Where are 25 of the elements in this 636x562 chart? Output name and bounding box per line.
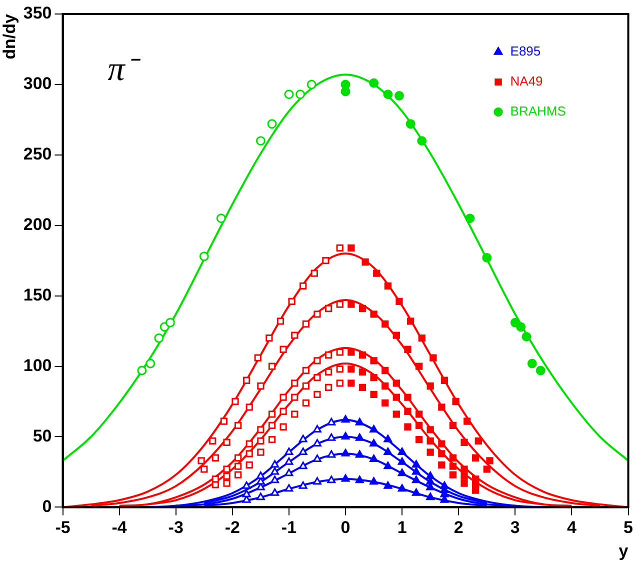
y-tick-label: 150	[23, 286, 52, 305]
y-axis-title: dn/dy	[0, 13, 19, 60]
legend-label: NA49	[510, 74, 543, 89]
y-tick-label: 200	[23, 215, 52, 234]
x-tick-label: -1	[281, 518, 297, 538]
x-tick-label: 2	[454, 518, 464, 538]
x-tick-label: -2	[224, 518, 240, 538]
x-tick-label: -3	[168, 518, 184, 538]
y-tick-label: 100	[23, 356, 52, 375]
legend-label: E895	[510, 44, 541, 59]
x-tick-label: -4	[112, 518, 128, 538]
y-tick-label: 300	[23, 74, 52, 94]
annotation: π⁻	[108, 50, 141, 88]
x-tick-label: 0	[340, 518, 350, 538]
x-tick-label: 3	[510, 518, 520, 538]
x-tick-label: 5	[624, 518, 634, 538]
y-tick-label: 50	[32, 426, 52, 446]
y-tick-label: 350	[23, 4, 52, 23]
y-tick-label: 250	[23, 144, 52, 164]
x-tick-label: 1	[397, 518, 407, 538]
x-axis-title: y	[618, 541, 629, 560]
legend-label: BRAHMS	[510, 104, 566, 119]
x-tick-label: -5	[55, 518, 70, 538]
x-tick-label: 4	[566, 518, 577, 538]
y-tick-label: 0	[42, 496, 52, 516]
